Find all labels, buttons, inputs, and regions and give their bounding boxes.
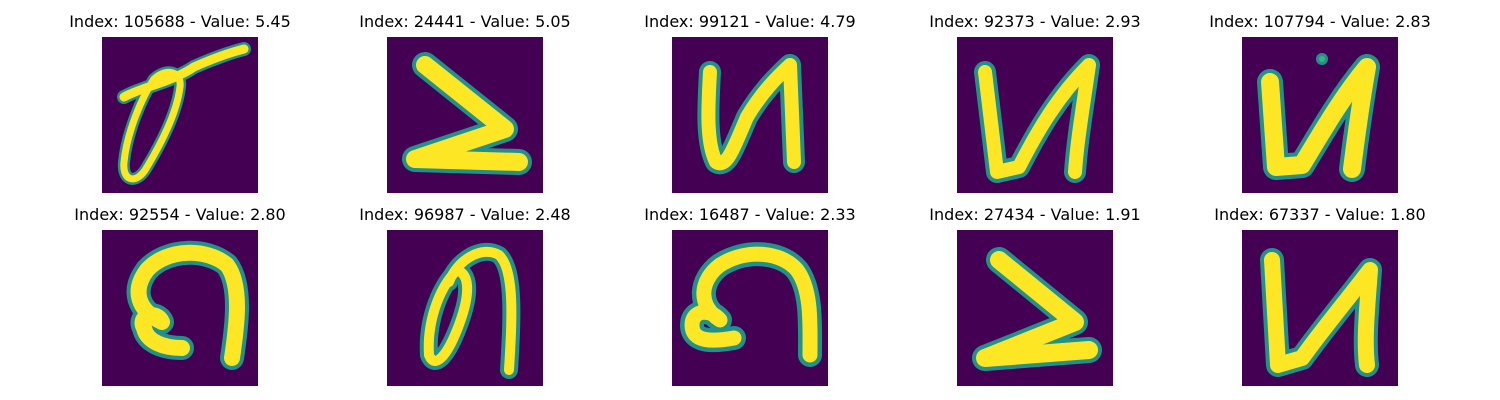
digit-image [387, 230, 543, 386]
digit-image [387, 37, 543, 193]
panel-title: Index: 27434 - Value: 1.91 [929, 205, 1141, 224]
digit-image [1242, 37, 1398, 193]
digit-image [672, 230, 828, 386]
panel-title: Index: 96987 - Value: 2.48 [359, 205, 571, 224]
panel-title: Index: 24441 - Value: 5.05 [359, 12, 571, 31]
glyph-arch-curl [680, 242, 823, 367]
glyph-loop-arch [419, 242, 521, 379]
glyph-loop-slash [117, 42, 251, 185]
digit-image [102, 37, 258, 193]
glyph-n-reverse [1260, 248, 1382, 377]
glyph-n-reverse [697, 54, 805, 175]
panel-title: Index: 105688 - Value: 5.45 [69, 12, 291, 31]
glyph-n-reverse-dot [1257, 53, 1380, 182]
glyph-arch-curl [126, 240, 249, 370]
panel-title: Index: 16487 - Value: 2.33 [644, 205, 856, 224]
glyph-n-reverse [974, 54, 1100, 183]
digit-image [102, 230, 258, 386]
panel-title: Index: 92554 - Value: 2.80 [74, 205, 286, 224]
digit-image [957, 230, 1113, 386]
panel-title: Index: 92373 - Value: 2.93 [929, 12, 1141, 31]
digit-image [1242, 230, 1398, 386]
panel-title: Index: 99121 - Value: 4.79 [644, 12, 856, 31]
glyph-chevron [402, 52, 532, 175]
digit-image [957, 37, 1113, 193]
digit-image [672, 37, 828, 193]
panel-title: Index: 67337 - Value: 1.80 [1214, 205, 1426, 224]
glyph-chevron [972, 247, 1102, 371]
panel-title: Index: 107794 - Value: 2.83 [1209, 12, 1431, 31]
